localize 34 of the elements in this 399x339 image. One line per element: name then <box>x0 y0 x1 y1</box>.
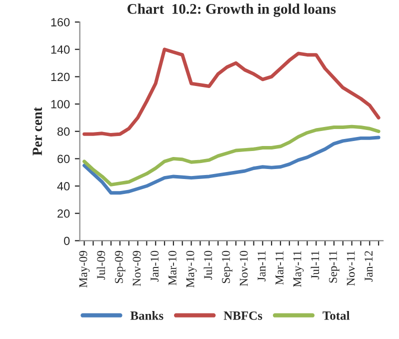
x-tick-label: Jul-10 <box>204 250 212 280</box>
y-tick-label: 40 <box>57 182 70 190</box>
line-series <box>82 124 380 186</box>
x-tick-label: Jan-12 <box>364 251 373 282</box>
x-tick-label: Nov-10 <box>240 250 248 286</box>
legend-label: Banks <box>130 311 164 320</box>
x-tick-label: May-09 <box>79 250 90 288</box>
y-tick-label: 60 <box>58 154 70 164</box>
y-tick-label: 0 <box>64 236 70 246</box>
y-tick-label: 100 <box>51 100 70 108</box>
y-axis-title: Per cent <box>32 107 42 156</box>
x-tick-label: Jul-09 <box>96 250 106 280</box>
x-tick-label: Jan-10 <box>150 250 159 282</box>
line-series <box>82 136 380 195</box>
legend-label: NBFCs <box>224 311 262 320</box>
y-tick-label: 140 <box>51 45 70 54</box>
x-tick-label: May-10 <box>186 250 197 288</box>
y-tick-label: 20 <box>58 209 70 218</box>
x-tick-label: Sep-11 <box>329 251 340 283</box>
y-tick-label: 120 <box>51 72 70 82</box>
x-tick-label: Nov-09 <box>132 250 141 286</box>
x-tick-label: May-11 <box>293 251 304 288</box>
x-tick-label: Nov-11 <box>346 251 355 286</box>
x-tick-label: Sep-09 <box>114 250 126 284</box>
y-tick-label: 80 <box>57 127 70 136</box>
x-tick-label: Jul-11 <box>310 251 320 280</box>
chart-title: Chart 10.2: Growth in gold loans <box>128 4 336 17</box>
x-tick-label: Mar-11 <box>276 251 284 285</box>
x-tick-label: Sep-10 <box>222 250 232 284</box>
x-tick-label: Jan-11 <box>258 251 266 282</box>
line-series <box>82 48 380 137</box>
y-tick-label: 160 <box>51 18 70 26</box>
x-tick-label: Mar-10 <box>168 250 176 286</box>
legend-label: Total <box>322 311 350 320</box>
